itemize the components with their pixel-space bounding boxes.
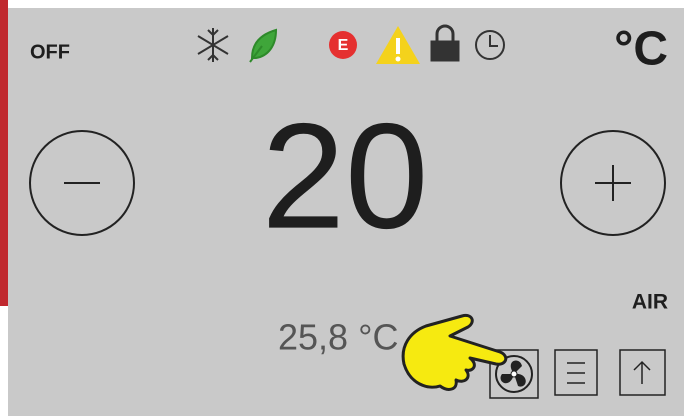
- thermostat-screen: OFF °C E 20 AIR 25,8 °C: [0, 0, 684, 416]
- setpoint: 20: [262, 92, 429, 260]
- side-bar: [0, 0, 8, 306]
- power-status[interactable]: OFF: [30, 41, 70, 63]
- mode-label[interactable]: AIR: [632, 291, 668, 314]
- error-code[interactable]: E: [338, 37, 349, 54]
- current-temperature: 25,8 °C: [278, 317, 398, 358]
- unit-label[interactable]: °C: [614, 23, 668, 76]
